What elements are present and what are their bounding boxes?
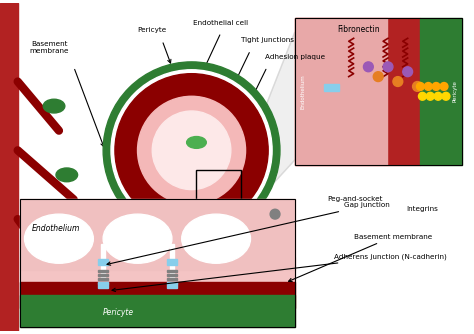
Circle shape xyxy=(417,82,424,91)
Text: Basement membrane: Basement membrane xyxy=(289,234,432,282)
Bar xyxy=(420,18,462,165)
Text: Endothelium: Endothelium xyxy=(31,224,80,233)
Text: Tight junctions: Tight junctions xyxy=(241,37,294,43)
Bar xyxy=(0,3,18,331)
Bar xyxy=(190,206,193,224)
Bar xyxy=(19,199,295,327)
Bar xyxy=(98,274,108,276)
Circle shape xyxy=(270,209,280,219)
Text: Peg-and-socket: Peg-and-socket xyxy=(328,196,383,202)
Polygon shape xyxy=(241,32,295,219)
Circle shape xyxy=(419,92,426,100)
Bar xyxy=(19,283,295,308)
Circle shape xyxy=(103,62,280,239)
Text: Endothelial cell: Endothelial cell xyxy=(193,20,248,26)
Circle shape xyxy=(115,74,268,227)
Text: Integrins: Integrins xyxy=(407,206,438,212)
Circle shape xyxy=(374,72,383,81)
Text: Gap junction: Gap junction xyxy=(107,202,390,265)
Bar xyxy=(204,206,208,224)
Ellipse shape xyxy=(43,99,65,113)
Circle shape xyxy=(383,62,393,72)
Bar xyxy=(19,257,295,327)
Bar xyxy=(101,243,105,278)
Bar xyxy=(175,206,179,224)
Bar xyxy=(295,18,420,165)
Bar xyxy=(98,282,108,288)
Bar xyxy=(167,282,177,284)
Circle shape xyxy=(393,76,403,87)
Circle shape xyxy=(111,70,272,231)
Circle shape xyxy=(440,82,448,91)
Bar xyxy=(167,259,177,265)
Text: Basement
membrane: Basement membrane xyxy=(29,41,69,54)
Circle shape xyxy=(424,82,432,91)
Bar xyxy=(170,243,174,278)
Bar xyxy=(295,18,386,165)
Bar xyxy=(98,259,108,265)
Bar xyxy=(167,282,177,288)
Circle shape xyxy=(442,92,450,100)
Polygon shape xyxy=(19,199,295,224)
Circle shape xyxy=(432,82,440,91)
Bar xyxy=(98,270,108,272)
Ellipse shape xyxy=(182,214,250,263)
Bar xyxy=(324,84,339,92)
Circle shape xyxy=(403,67,412,76)
Text: Endothelium: Endothelium xyxy=(300,74,305,109)
Bar xyxy=(295,18,462,165)
Ellipse shape xyxy=(56,168,78,182)
Circle shape xyxy=(364,62,374,72)
Text: Adherens junction (N-cadherin): Adherens junction (N-cadherin) xyxy=(112,254,447,292)
Text: Pericyte: Pericyte xyxy=(137,27,167,33)
Ellipse shape xyxy=(103,214,172,263)
Bar xyxy=(167,278,177,280)
Ellipse shape xyxy=(38,237,60,250)
Circle shape xyxy=(434,92,442,100)
Circle shape xyxy=(137,96,246,204)
Text: Fibronectin: Fibronectin xyxy=(337,25,380,34)
Ellipse shape xyxy=(25,214,93,263)
Circle shape xyxy=(426,92,434,100)
Bar xyxy=(98,282,108,284)
Bar xyxy=(196,170,241,219)
Bar xyxy=(167,274,177,276)
Circle shape xyxy=(412,81,422,92)
Text: Adhesion plaque: Adhesion plaque xyxy=(265,54,325,60)
Bar xyxy=(19,295,295,327)
Circle shape xyxy=(152,111,231,190)
Text: Pericyte: Pericyte xyxy=(452,80,457,102)
Ellipse shape xyxy=(187,137,206,148)
Bar xyxy=(167,270,177,272)
Bar xyxy=(98,278,108,280)
Text: Pericyte: Pericyte xyxy=(102,308,134,317)
Bar xyxy=(19,199,295,270)
